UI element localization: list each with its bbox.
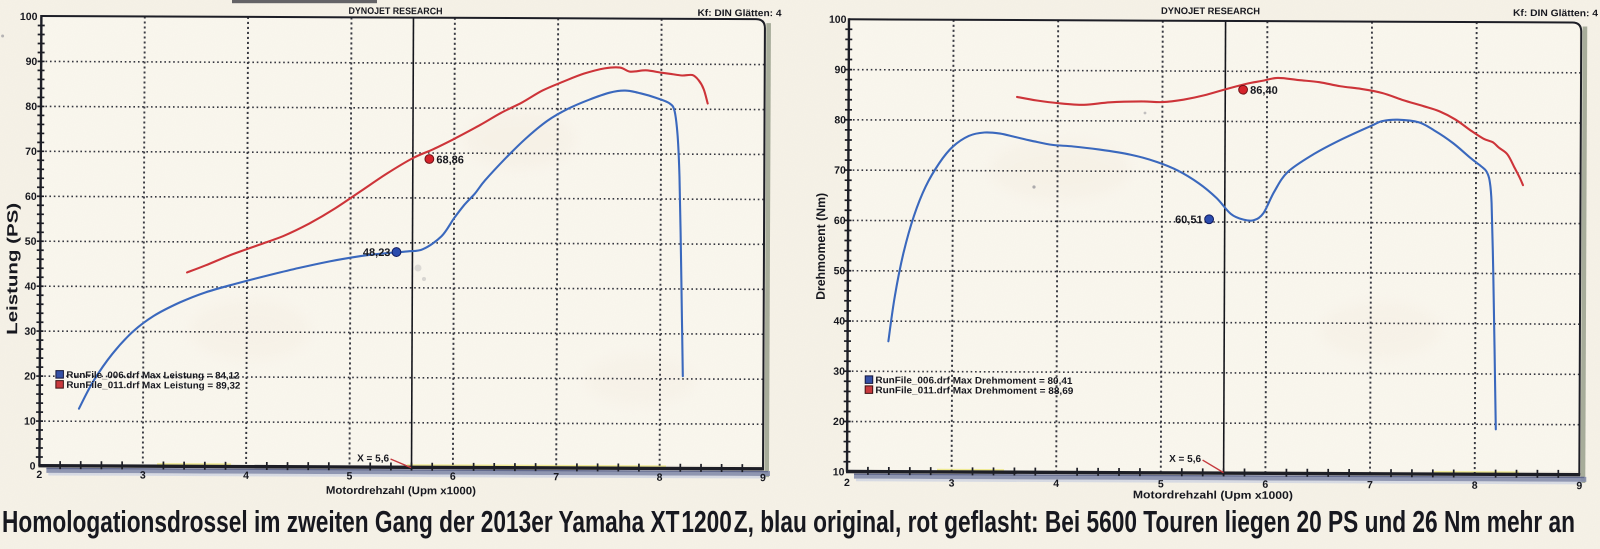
svg-text:DYNOJET RESEARCH: DYNOJET RESEARCH [1161,6,1260,17]
svg-text:68,86: 68,86 [436,154,464,166]
svg-text:60: 60 [834,215,846,227]
svg-text:10: 10 [833,466,845,478]
svg-text:5: 5 [347,470,353,482]
svg-text:8: 8 [657,472,663,484]
svg-text:RunFile_011.drf Max Drehmoment: RunFile_011.drf Max Drehmoment = 88,69 [875,385,1073,397]
svg-text:4: 4 [1053,478,1059,490]
svg-text:100: 100 [20,11,38,23]
svg-text:RunFile_011.drf Max Leistung =: RunFile_011.drf Max Leistung = 89,32 [66,380,240,392]
svg-text:20: 20 [24,371,36,383]
svg-text:Leistung (PS): Leistung (PS) [4,203,22,335]
svg-text:60,51: 60,51 [1175,214,1203,226]
svg-text:X = 5,6: X = 5,6 [357,453,389,464]
svg-text:10: 10 [24,416,36,428]
svg-text:7: 7 [1367,479,1373,491]
svg-text:4: 4 [243,470,249,482]
svg-text:70: 70 [25,146,37,158]
svg-text:3: 3 [140,469,146,481]
svg-text:6: 6 [450,471,456,483]
svg-text:DYNOJET RESEARCH: DYNOJET RESEARCH [348,6,442,17]
svg-text:Homologationsdrossel im zweite: Homologationsdrossel im zweiten Gang der… [2,505,1575,539]
svg-text:2: 2 [36,469,42,481]
svg-text:2: 2 [844,477,850,489]
svg-text:Motordrehzahl (Upm x1000): Motordrehzahl (Upm x1000) [1133,489,1293,502]
svg-text:70: 70 [834,165,846,177]
svg-text:100: 100 [829,14,847,26]
svg-text:80: 80 [25,101,37,113]
svg-text:30: 30 [24,326,36,338]
svg-text:8: 8 [1472,480,1478,492]
svg-text:30: 30 [833,366,845,378]
svg-text:Drehmoment (Nm): Drehmoment (Nm) [814,193,828,300]
svg-text:5: 5 [1158,478,1164,490]
svg-text:6: 6 [1262,479,1268,491]
svg-text:0: 0 [30,461,36,473]
svg-text:80: 80 [834,114,846,126]
svg-text:X = 5,6: X = 5,6 [1169,454,1201,465]
svg-text:3: 3 [949,477,955,489]
svg-text:RunFile_006.drf Max Leistung =: RunFile_006.drf Max Leistung = 84,12 [66,370,239,382]
svg-text:RunFile_006.drf Max Drehmoment: RunFile_006.drf Max Drehmoment = 80,41 [875,375,1073,387]
svg-text:Motordrehzahl (Upm x1000): Motordrehzahl (Upm x1000) [326,485,476,498]
svg-text:50: 50 [834,265,846,277]
svg-text:40: 40 [833,316,845,328]
svg-text:60: 60 [25,191,37,203]
svg-text:90: 90 [835,64,847,76]
svg-text:90: 90 [26,56,38,68]
svg-text:40: 40 [25,281,37,293]
svg-text:48,23: 48,23 [363,247,391,259]
svg-text:Kf: DIN Glätten: 4: Kf: DIN Glätten: 4 [1513,8,1599,19]
svg-text:7: 7 [553,471,559,483]
svg-text:Kf: DIN Glätten: 4: Kf: DIN Glätten: 4 [697,8,782,19]
svg-text:9: 9 [760,472,766,484]
svg-text:9: 9 [1576,480,1582,492]
svg-text:20: 20 [833,416,845,428]
svg-text:86,40: 86,40 [1250,85,1278,97]
svg-text:50: 50 [25,236,37,248]
